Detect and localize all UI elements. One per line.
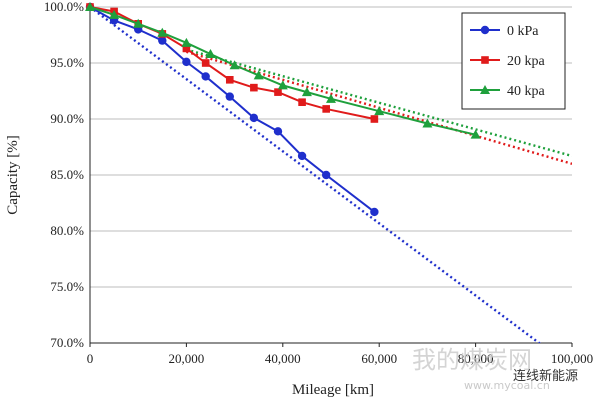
data-point-0-kpa — [297, 151, 307, 161]
data-point-40-kpa — [181, 37, 192, 47]
data-point-40-kpa — [277, 80, 288, 90]
x-tick-label: 80,000 — [458, 351, 494, 366]
x-tick-labels: 0 20,000 40,000 60,000 80,000 100,000 — [87, 343, 593, 366]
series-line-0-kpa — [89, 6, 375, 213]
y-tick-labels: 70.0% 75.0% 80.0% 85.0% 90.0% 95.0% 100.0% — [44, 0, 84, 350]
data-point-20-kpa — [182, 44, 191, 53]
data-point-0-kpa — [225, 92, 234, 101]
watermark-cn-site: 我的煤炭网 — [412, 346, 532, 374]
data-point-20-kpa — [274, 88, 282, 96]
legend-marker-40-kpa — [480, 85, 490, 94]
x-tick-label: 40,000 — [265, 351, 301, 366]
data-point-40-kpa — [374, 106, 385, 116]
series-line-40-kpa — [89, 6, 476, 136]
data-point-0-kpa — [370, 207, 379, 217]
data-point-40-kpa — [133, 18, 144, 28]
y-tick-label: 90.0% — [50, 111, 84, 126]
x-tick-label: 20,000 — [169, 351, 205, 366]
axes — [89, 7, 572, 344]
data-point-20-kpa — [370, 115, 379, 123]
watermark: 我的煤炭网 www.mycoal.cn 连线新能源 — [412, 346, 578, 392]
data-point-40-kpa — [470, 129, 481, 139]
data-point-0-kpa — [158, 36, 167, 45]
trend-line-0-kpa — [90, 7, 542, 343]
watermark-url: www.mycoal.cn — [464, 379, 550, 392]
data-point-20-kpa — [298, 98, 306, 106]
legend-marker-0-kpa — [480, 25, 490, 35]
x-axis-title: Mileage [km] — [292, 382, 374, 398]
legend-marker-20-kpa — [481, 56, 489, 64]
data-point-40-kpa — [301, 87, 312, 97]
legend: 0 kPa 20 kpa 40 kpa — [461, 12, 566, 110]
data-point-0-kpa — [321, 170, 331, 180]
trend-line-40-kpa — [186, 48, 572, 158]
data-series — [85, 2, 481, 217]
y-tick-label: 75.0% — [50, 279, 84, 294]
x-tick-label: 0 — [87, 351, 94, 366]
gridlines — [90, 6, 572, 344]
watermark-tag: 连线新能源 — [513, 368, 578, 384]
y-axis-title: Capacity [%] — [5, 135, 21, 215]
data-point-40-kpa — [205, 49, 216, 59]
data-point-0-kpa — [273, 127, 283, 136]
data-point-20-kpa — [250, 83, 258, 92]
legend-label-40-kpa: 40 kpa — [507, 84, 546, 99]
x-tick-label: 60,000 — [361, 351, 397, 366]
legend-label-0-kpa: 0 kPa — [507, 24, 539, 39]
data-point-40-kpa — [85, 2, 95, 11]
x-tick-label: 100,000 — [551, 351, 593, 366]
y-tick-label: 100.0% — [44, 0, 84, 14]
data-point-40-kpa — [422, 118, 433, 128]
y-tick-label: 85.0% — [50, 167, 84, 182]
data-point-0-kpa — [201, 72, 210, 81]
y-tick-label: 95.0% — [50, 55, 84, 70]
data-point-40-kpa — [253, 70, 264, 80]
data-point-20-kpa — [322, 105, 330, 113]
y-tick-label: 70.0% — [50, 335, 84, 350]
data-point-0-kpa — [249, 113, 259, 123]
data-point-40-kpa — [326, 93, 336, 103]
data-point-20-kpa — [201, 59, 210, 67]
y-tick-label: 80.0% — [50, 223, 84, 238]
legend-label-20-kpa: 20 kpa — [507, 54, 546, 69]
data-point-40-kpa — [157, 27, 168, 37]
data-point-0-kpa — [182, 57, 191, 67]
data-point-40-kpa — [109, 9, 120, 19]
data-point-20-kpa — [225, 76, 234, 84]
data-point-40-kpa — [229, 60, 240, 70]
